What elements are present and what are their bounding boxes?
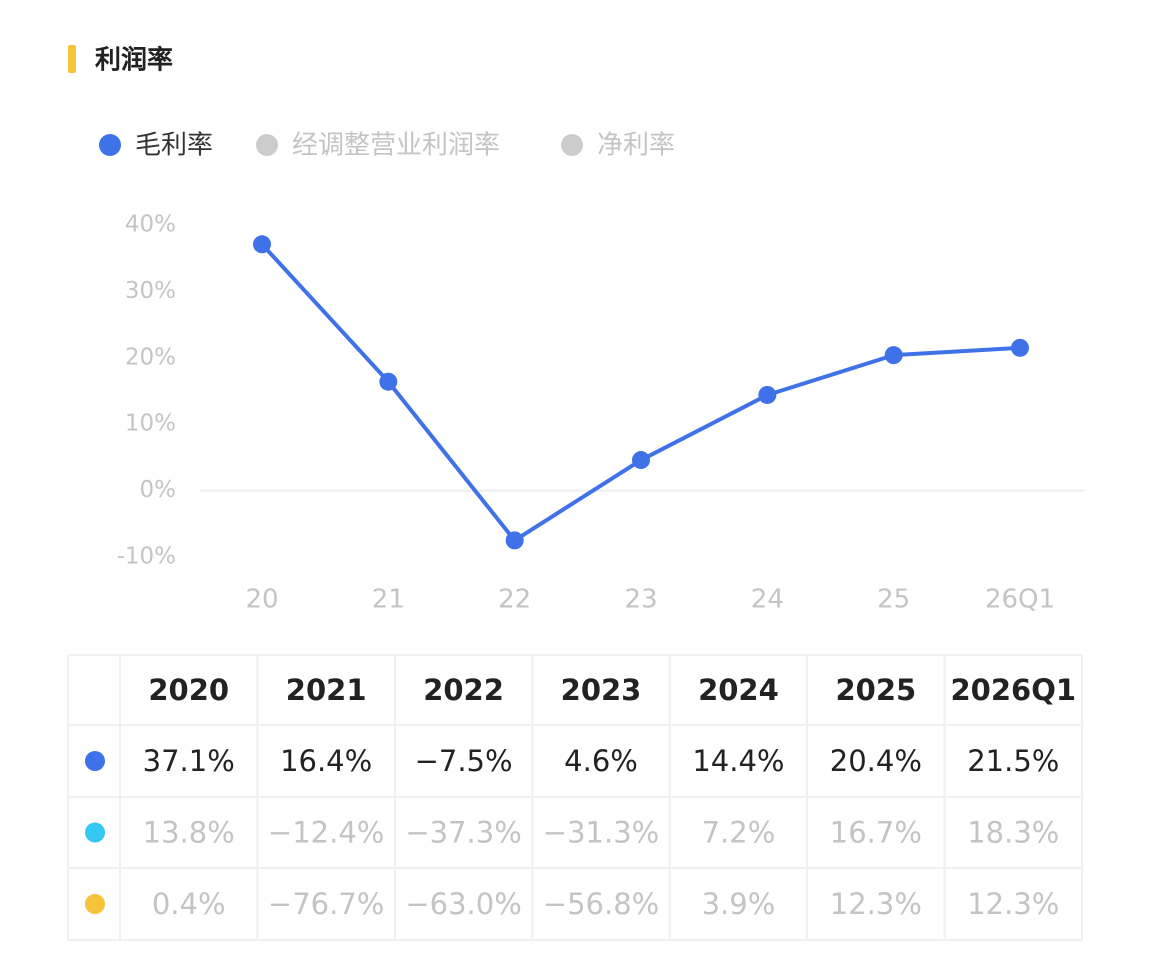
table-cell: −56.8% (543, 887, 659, 921)
legend-label[interactable]: 净利率 (597, 131, 675, 161)
legend-label[interactable]: 毛利率 (135, 131, 213, 161)
row-marker (85, 894, 105, 914)
y-tick-label: 30% (125, 278, 176, 304)
x-tick-label: 24 (751, 585, 784, 615)
table-header: 2023 (561, 673, 642, 707)
y-tick-label: 20% (125, 344, 176, 370)
table-cell: 3.9% (702, 887, 776, 921)
x-tick-label: 21 (372, 585, 405, 615)
data-point (379, 372, 398, 391)
data-point (758, 385, 777, 404)
table-cell: 21.5% (967, 744, 1059, 778)
title-accent (68, 45, 76, 73)
table-header: 2025 (835, 673, 916, 707)
table-cell: −12.4% (268, 816, 384, 850)
table-cell: 7.2% (702, 816, 776, 850)
table-cell: −7.5% (415, 744, 513, 778)
table-cell: 20.4% (830, 744, 922, 778)
y-tick-label: 10% (125, 411, 176, 437)
table-cell: −37.3% (405, 816, 521, 850)
table-cell: −76.7% (268, 887, 384, 921)
data-point (505, 531, 524, 550)
table-cell: −63.0% (405, 887, 521, 921)
data-point (1011, 338, 1029, 357)
y-tick-label: 40% (125, 212, 176, 238)
x-tick-label: 25 (877, 585, 910, 615)
data-point (632, 451, 650, 470)
data-point (253, 235, 271, 254)
chart-title: 利润率 (95, 45, 173, 76)
table-cell: 13.8% (143, 816, 235, 850)
y-tick-label: -10% (117, 544, 176, 570)
x-tick-label: 26Q1 (985, 585, 1055, 615)
table-header: 2024 (698, 673, 779, 707)
table-cell: 0.4% (152, 887, 226, 921)
table-cell: 12.3% (830, 887, 922, 921)
table-cell: 16.4% (280, 744, 372, 778)
legend-marker[interactable] (99, 134, 121, 156)
table-cell: 4.6% (564, 744, 638, 778)
x-tick-label: 23 (624, 585, 657, 615)
table-header: 2022 (423, 673, 504, 707)
table-header: 2026Q1 (951, 673, 1077, 707)
y-tick-label: 0% (140, 477, 177, 503)
table-header: 2021 (286, 673, 367, 707)
legend-label[interactable]: 经调整营业利润率 (292, 131, 500, 161)
legend-marker[interactable] (561, 134, 583, 156)
table-cell: 14.4% (692, 744, 784, 778)
row-marker (85, 822, 105, 843)
data-point (884, 346, 903, 365)
x-tick-label: 22 (498, 585, 531, 615)
x-tick-label: 20 (245, 585, 278, 615)
row-marker (85, 751, 105, 771)
legend-marker[interactable] (256, 134, 278, 156)
table-header: 2020 (148, 673, 229, 707)
table-cell: 18.3% (967, 816, 1059, 850)
series-line (260, 242, 1021, 543)
table-cell: −31.3% (543, 816, 659, 850)
table-cell: 16.7% (830, 816, 922, 850)
table-cell: 37.1% (143, 744, 235, 778)
table-cell: 12.3% (967, 887, 1059, 921)
